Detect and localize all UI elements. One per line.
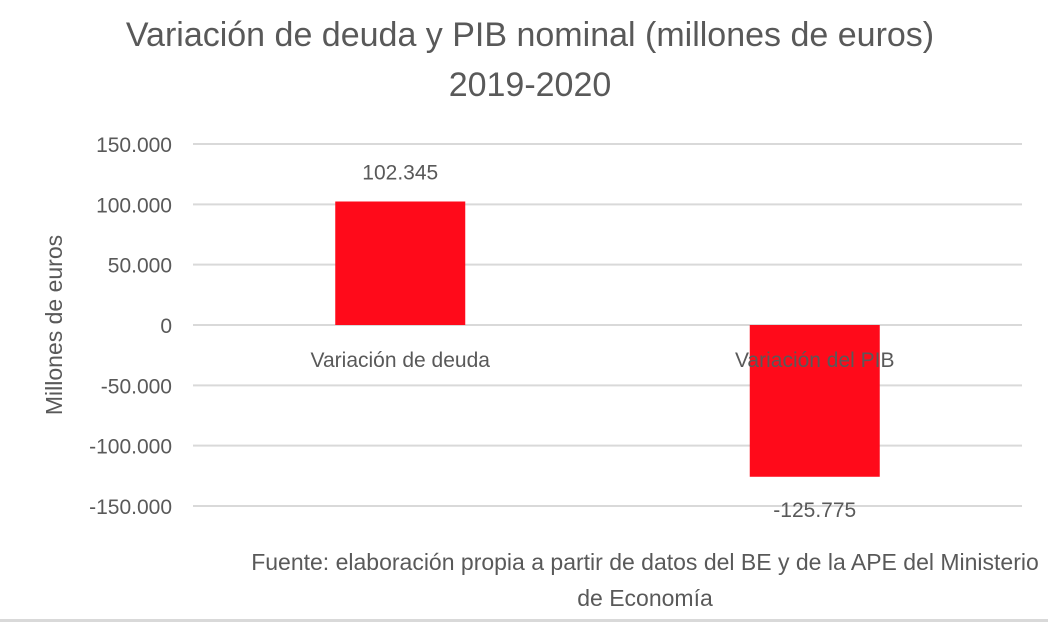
bar — [335, 201, 466, 325]
y-tick-label: 100.000 — [96, 194, 172, 217]
y-tick-label: 150.000 — [96, 134, 172, 157]
y-tick-label: -150.000 — [89, 496, 172, 519]
y-tick-label: 50.000 — [108, 255, 172, 278]
bar-value-label: 102.345 — [362, 162, 438, 185]
x-category-label: Variación del PIB — [735, 349, 895, 372]
y-axis-ticks: 150.000 100.000 50.000 0 -50.000 -100.000 -150… — [89, 134, 172, 519]
gridlines — [193, 143, 1022, 507]
chart-title: Variación de deuda y PIB nominal (millon… — [125, 16, 935, 104]
x-category-label: Variación de deuda — [311, 349, 491, 372]
y-tick-label: 0 — [160, 315, 172, 338]
category-labels: Variación de deuda Variación del PIB — [311, 349, 895, 372]
source-note: Fuente: elaboración propia a partir de d… — [251, 549, 1039, 611]
bar — [749, 325, 880, 477]
data-labels: 102.345 -125.775 — [362, 162, 856, 522]
bar-value-label: -125.775 — [773, 499, 856, 522]
y-tick-label: -50.000 — [101, 375, 172, 398]
bars — [335, 201, 880, 477]
y-tick-label: -100.000 — [89, 436, 172, 459]
bottom-divider — [0, 619, 1048, 622]
y-axis-title: Millones de euros — [41, 235, 67, 415]
